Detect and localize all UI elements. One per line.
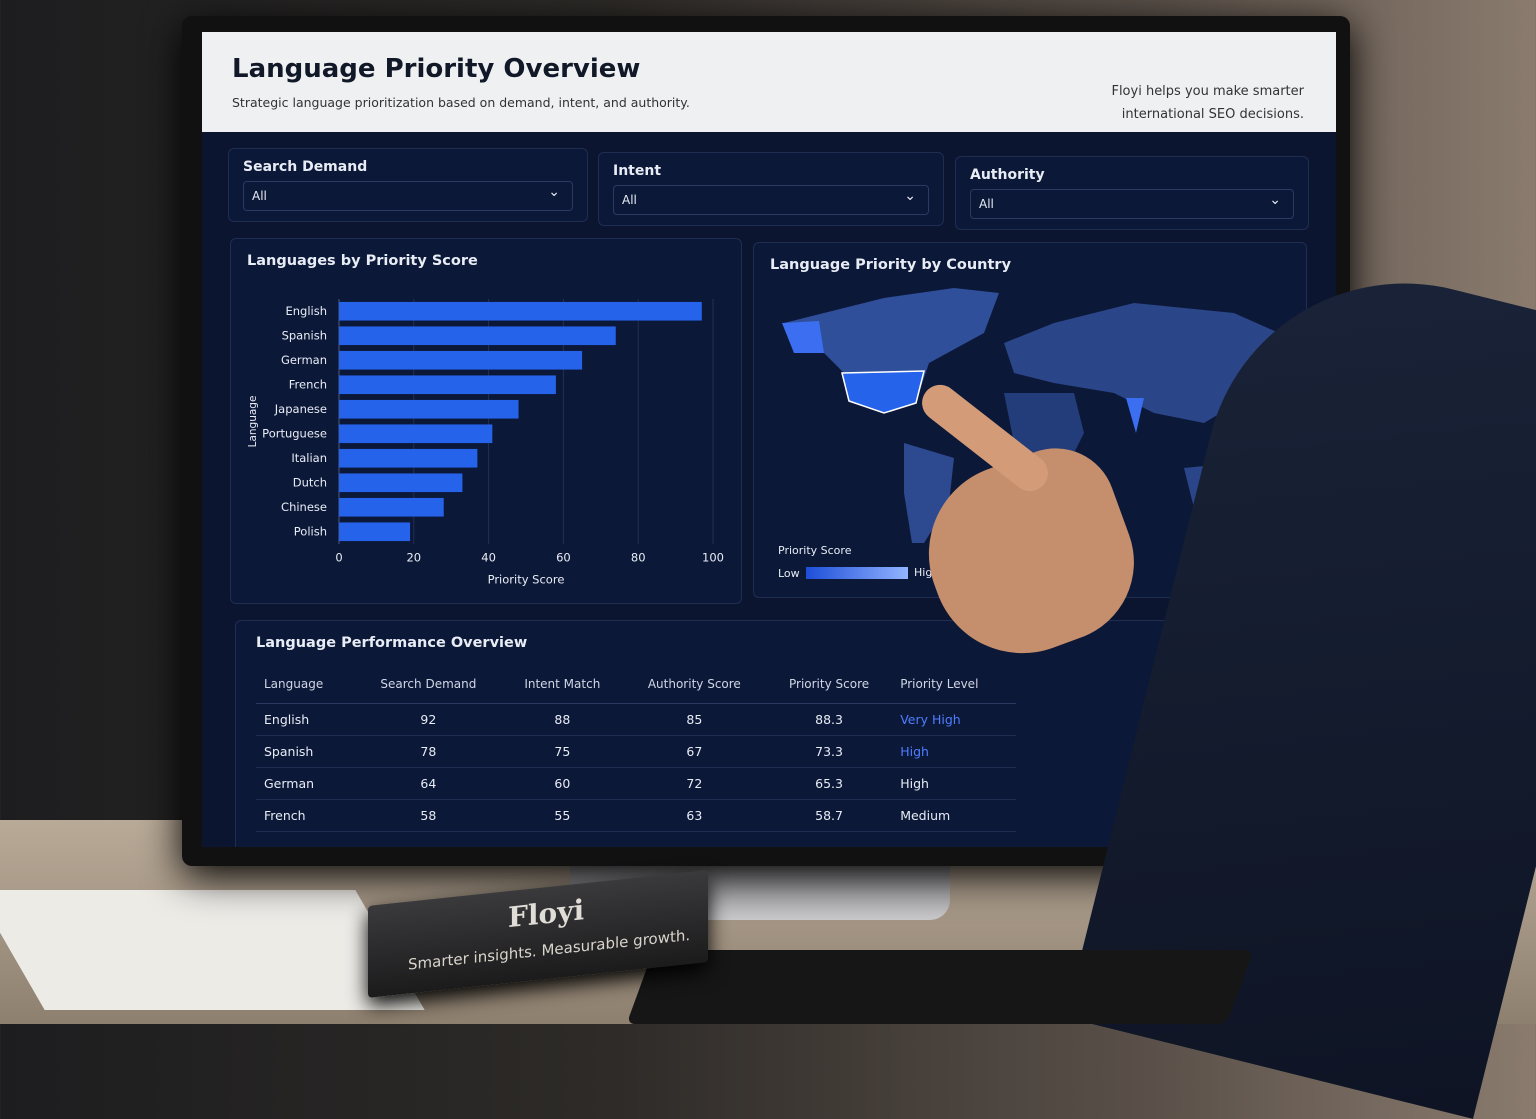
x-tick-label: 40 [481,551,496,565]
table-cell: Spanish [256,735,355,768]
x-tick-label: 20 [406,551,421,565]
bar [339,522,411,542]
page-title: Language Priority Overview [232,54,641,84]
bar [339,448,478,468]
table-row: German 64 60 72 65.3 High [256,767,1016,800]
alaska [782,321,824,353]
table-cell: 65.3 [765,767,893,800]
table-cell: 75 [501,735,623,768]
column-header: Intent Match [501,665,623,704]
x-tick-label: 60 [556,551,571,565]
y-tick-label: Portuguese [262,426,327,440]
table-cell: 58.7 [765,799,893,832]
usa [841,370,925,414]
table-row: Spanish 78 75 67 73.3 High [256,735,1016,768]
y-tick-label: Spanish [282,328,327,342]
table-row: French 58 55 63 58.7 Medium [256,799,1016,832]
y-tick-label: French [289,377,327,391]
legend-title: Priority Score [778,544,852,557]
dashboard: Language Priority Overview Strategic lan… [202,32,1336,847]
eurasia [1004,303,1279,423]
page-subtitle: Strategic language prioritization based … [232,95,690,110]
south-america [904,443,954,543]
table-cell: 73.3 [765,735,893,768]
bar-chart: 0 20 40 60 80 100 Priority Score Language Englis… [247,299,724,587]
dropdown[interactable]: All [970,186,1294,219]
x-axis-label: Priority Score [488,573,565,587]
table-cell: 88.3 [765,703,893,736]
filter-label: Authority [970,167,1045,183]
y-tick-label: Italian [291,451,327,465]
filter: Search Demand All [228,148,588,222]
dropdown[interactable]: All [243,178,573,211]
north-america [784,288,999,403]
table-header: Language Search Demand Intent Match Authori… [256,665,1016,704]
table-cell: High [892,735,1016,768]
brand: Floyi [508,893,585,935]
table-cell: High [892,767,1016,800]
india [1126,398,1144,433]
y-tick-label: English [285,304,327,318]
bar [339,375,556,395]
table-cell: 63 [622,799,766,832]
y-axis-label: Language [247,396,259,448]
table-cell: 60 [501,767,623,800]
bar [339,399,519,419]
x-tick-label: 80 [631,551,646,565]
filter-label: Search Demand [243,159,368,175]
table-cell: French [256,799,355,832]
bar [339,301,702,321]
table-cell: German [256,767,355,800]
table-title: Language Performance Overview [256,635,528,651]
notebook [0,890,425,1010]
table-cell: Medium [892,799,1016,832]
bar-panel: Languages by Priority Score 0 20 40 60 80 100… [230,238,742,604]
map-title: Language Priority by Country [770,257,1012,273]
column-header: Language [256,665,355,704]
filter: Authority All [955,156,1309,230]
slogan: Smarter insights. Measurable growth. [408,926,691,974]
filter: Intent All [598,152,944,226]
y-tick-label: Chinese [281,500,327,514]
table-cell: 78 [354,735,502,768]
table-row: English 92 88 85 88.3 Very High [256,703,1016,736]
tagline: Floyi helps you make smarter internation… [1111,84,1304,122]
performance-table: Language Search Demand Intent Match Authori… [256,665,1016,832]
x-tick-label: 100 [702,551,724,565]
world-map: Priority Score Low High [778,288,1279,580]
legend-low: Low [778,567,800,580]
header: Language Priority Overview Strategic lan… [202,32,1336,132]
table-cell: Very High [892,703,1016,736]
y-tick-label: German [281,353,327,367]
filter-label: Intent [613,163,662,179]
table-cell: 92 [354,703,502,736]
table-cell: 64 [354,767,502,800]
chart-title: Languages by Priority Score [247,253,478,269]
table-cell: 88 [501,703,623,736]
scene: Language Priority Overview Strategic lan… [0,0,1536,1024]
keyboard [626,950,1254,1024]
column-header: Authority Score [622,665,766,704]
bar [339,326,616,346]
x-tick-label: 0 [335,551,342,565]
table-cell: 72 [622,767,766,800]
bar [339,350,583,370]
table-cell: 67 [622,735,766,768]
y-tick-label: Polish [294,524,327,538]
y-tick-label: Dutch [293,475,327,489]
bar [339,424,493,444]
column-header: Search Demand [354,665,502,704]
dropdown[interactable]: All [613,182,929,215]
y-tick-label: Japanese [274,402,327,416]
table-cell: 58 [354,799,502,832]
bar [339,473,463,493]
column-header: Priority Level [892,665,1016,704]
table-panel: Language Performance Overview Language Se… [235,620,1305,847]
bar [339,497,444,517]
table-cell: 85 [622,703,766,736]
table-cell: English [256,703,355,736]
column-header: Priority Score [765,665,893,704]
legend-gradient [806,567,908,579]
table-cell: 55 [501,799,623,832]
